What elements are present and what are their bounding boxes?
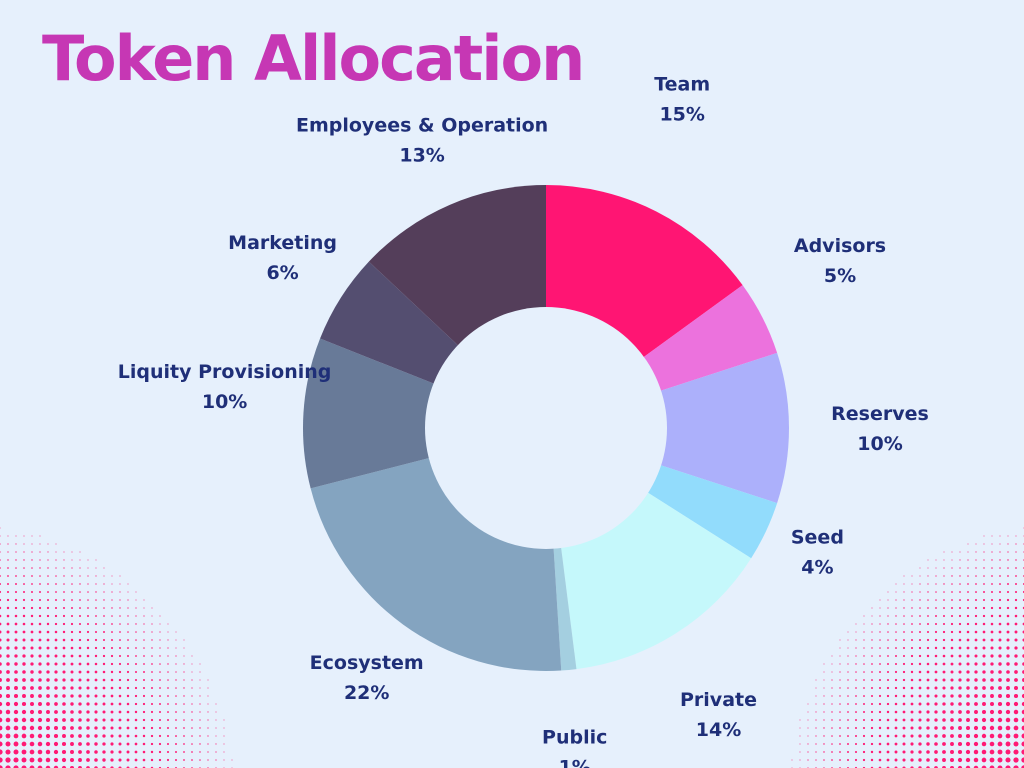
slice-label-value: 1%: [559, 757, 591, 768]
slice-label-value: 6%: [266, 262, 298, 284]
label-employees-and-operation: Employees & Operation 13%: [296, 115, 548, 167]
label-reserves: Reserves 10%: [831, 403, 929, 455]
slice-label-value: 14%: [696, 719, 741, 741]
slice-label-name: Ecosystem: [310, 652, 424, 674]
slice-label-value: 5%: [824, 265, 856, 287]
slice-label-name: Private: [680, 689, 757, 711]
donut-hole: [425, 307, 667, 549]
slice-label-name: Public: [542, 727, 607, 749]
label-team: Team 15%: [654, 74, 710, 126]
slice-label-value: 13%: [399, 145, 444, 167]
slice-reserves: [546, 352, 790, 504]
decorative-dot-pattern-right: [791, 527, 1024, 768]
slice-label-name: Advisors: [794, 235, 886, 257]
slice-label-name: Seed: [791, 527, 844, 549]
slice-liquity-provisioning: [302, 338, 546, 489]
label-ecosystem: Ecosystem 22%: [310, 652, 424, 704]
label-public: Public 1%: [542, 727, 607, 768]
slice-label-value: 15%: [659, 104, 704, 126]
label-seed: Seed 4%: [791, 527, 844, 579]
slice-label-name: Employees & Operation: [296, 115, 548, 137]
slice-label-value: 10%: [857, 433, 902, 455]
slice-label-value: 10%: [202, 391, 247, 413]
decorative-dot-pattern-left: [0, 527, 233, 768]
chart-title: Token Allocation: [42, 22, 585, 95]
slice-label-value: 22%: [344, 682, 389, 704]
label-marketing: Marketing 6%: [228, 232, 337, 284]
slice-label-name: Reserves: [831, 403, 929, 425]
label-liquity-provisioning: Liquity Provisioning 10%: [118, 361, 332, 413]
slice-labels: Team 15% Advisors 5% Reserves 10% Seed 4% Privat…: [118, 74, 929, 768]
label-private: Private 14%: [680, 689, 757, 741]
label-advisors: Advisors 5%: [794, 235, 886, 287]
slice-label-value: 4%: [801, 557, 833, 579]
slice-label-name: Liquity Provisioning: [118, 361, 332, 383]
slice-label-name: Team: [654, 74, 710, 96]
slice-label-name: Marketing: [228, 232, 337, 254]
